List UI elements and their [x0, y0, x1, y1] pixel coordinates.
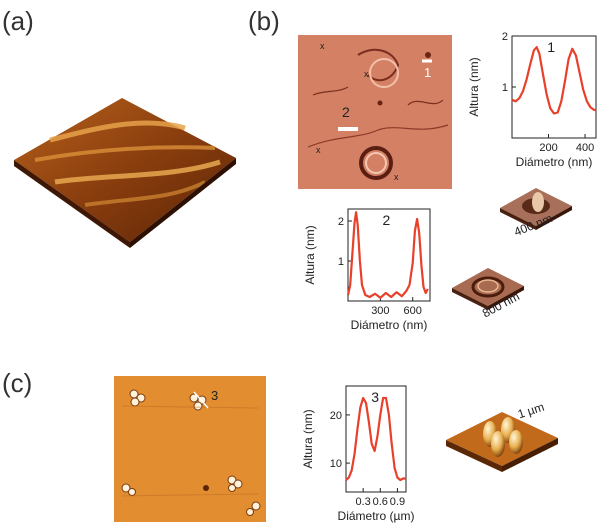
x-tick-label: 600: [404, 305, 422, 317]
height-profile-chart-2: 300 600 1 2 2 Diámetro (nm) Altura (nm): [300, 205, 436, 355]
x-tick-label: 0.9: [390, 496, 405, 508]
y-tick-label: 2: [502, 31, 508, 43]
marker-x: x: [364, 69, 369, 79]
panel-label-a: (a): [2, 6, 34, 37]
height-profile-chart-1: 200 400 1 2 1 Diámetro (nm) Altura (nm): [464, 30, 598, 180]
afm-image-c: 3: [114, 376, 266, 522]
x-axis-label: Diámetro (µm): [338, 509, 414, 523]
marker-x: x: [316, 145, 321, 155]
profile-line: [512, 47, 596, 113]
profile-label: 1: [547, 39, 555, 55]
x-axis-label: Diámetro (nm): [351, 318, 428, 332]
afm-image-b: 1 2 x x x x: [298, 35, 452, 189]
marker-label-2: 2: [342, 104, 350, 120]
x-axis-label: Diámetro (nm): [516, 155, 593, 169]
x-tick-label: 0.6: [373, 496, 388, 508]
panel-label-b: (b): [248, 6, 280, 37]
x-tick-label: 200: [539, 142, 557, 154]
marker-x: x: [320, 41, 325, 51]
afm-3d-surface-a: [10, 90, 240, 250]
profile-label: 2: [382, 212, 390, 228]
y-tick-label: 1: [338, 256, 344, 268]
marker-x: x: [394, 172, 399, 182]
y-axis-label: Altura (nm): [301, 409, 315, 468]
x-tick-label: 0.3: [355, 496, 370, 508]
marker-label-1: 1: [424, 65, 431, 80]
y-tick-label: 10: [330, 458, 342, 470]
x-tick-label: 300: [371, 305, 389, 317]
marker-label-3: 3: [211, 388, 218, 403]
y-axis-label: Altura (nm): [303, 225, 317, 284]
y-axis-label: Altura (nm): [467, 57, 481, 116]
x-tick-label: 400: [576, 142, 594, 154]
panel-label-c: (c): [2, 368, 32, 399]
profile-line: [346, 398, 406, 480]
height-profile-chart-3: 0.3 0.6 0.9 10 20 3 Diámetro (µm) Altura (nm): [298, 382, 414, 524]
profile-label: 3: [371, 389, 379, 405]
y-tick-label: 1: [502, 82, 508, 94]
y-tick-label: 20: [330, 410, 342, 422]
y-tick-label: 2: [338, 216, 344, 228]
